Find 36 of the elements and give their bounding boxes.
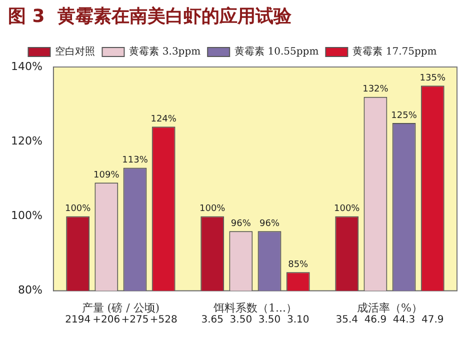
y-tick-label: 140% <box>10 60 42 73</box>
data-label: 100% <box>64 204 92 214</box>
data-label: 113% <box>122 156 148 166</box>
text: +206 <box>92 314 120 326</box>
data-label: 135% <box>420 73 446 84</box>
y-tick-label: 100% <box>10 209 42 222</box>
x-tick-label: 产量 (磅 / 公顷) <box>82 301 160 314</box>
data-label: 100% <box>334 204 360 214</box>
text: 3.65 <box>201 314 224 326</box>
text: 3.50 <box>258 314 281 326</box>
data-label: 96% <box>230 218 252 229</box>
text: 35.4 <box>336 314 358 326</box>
chart-title: 图 3 黄霉素在南美白虾的应用试验 <box>8 5 292 28</box>
legend-label: 空白对照 <box>55 46 96 58</box>
legend-label: 黄霉素 3.3ppm <box>129 46 202 58</box>
text: 2194 <box>65 314 91 326</box>
text: 44.3 <box>392 314 416 326</box>
text: 46.9 <box>364 314 387 326</box>
y-tick-label: 120% <box>10 134 42 148</box>
x-tick-label: 饵料系数（1...） <box>212 301 297 314</box>
text: +275 <box>121 314 149 326</box>
data-label: 132% <box>362 84 389 95</box>
legend-label: 黄霉素 17.75ppm <box>352 46 438 58</box>
data-label: 109% <box>94 170 120 180</box>
data-label: 96% <box>260 218 280 229</box>
text: 3.10 <box>286 314 310 326</box>
data-label: 125% <box>391 110 418 121</box>
text: +528 <box>150 314 178 326</box>
text: 3.50 <box>230 314 252 326</box>
data-label: 85% <box>288 260 309 270</box>
x-tick-label: 成活率（%） <box>357 301 422 314</box>
data-label: 100% <box>199 204 226 214</box>
data-label: 124% <box>150 114 177 125</box>
text: 47.9 <box>421 314 444 326</box>
legend-label: 黄霉素 10.55ppm <box>234 46 320 58</box>
y-tick-label: 80% <box>18 284 42 297</box>
